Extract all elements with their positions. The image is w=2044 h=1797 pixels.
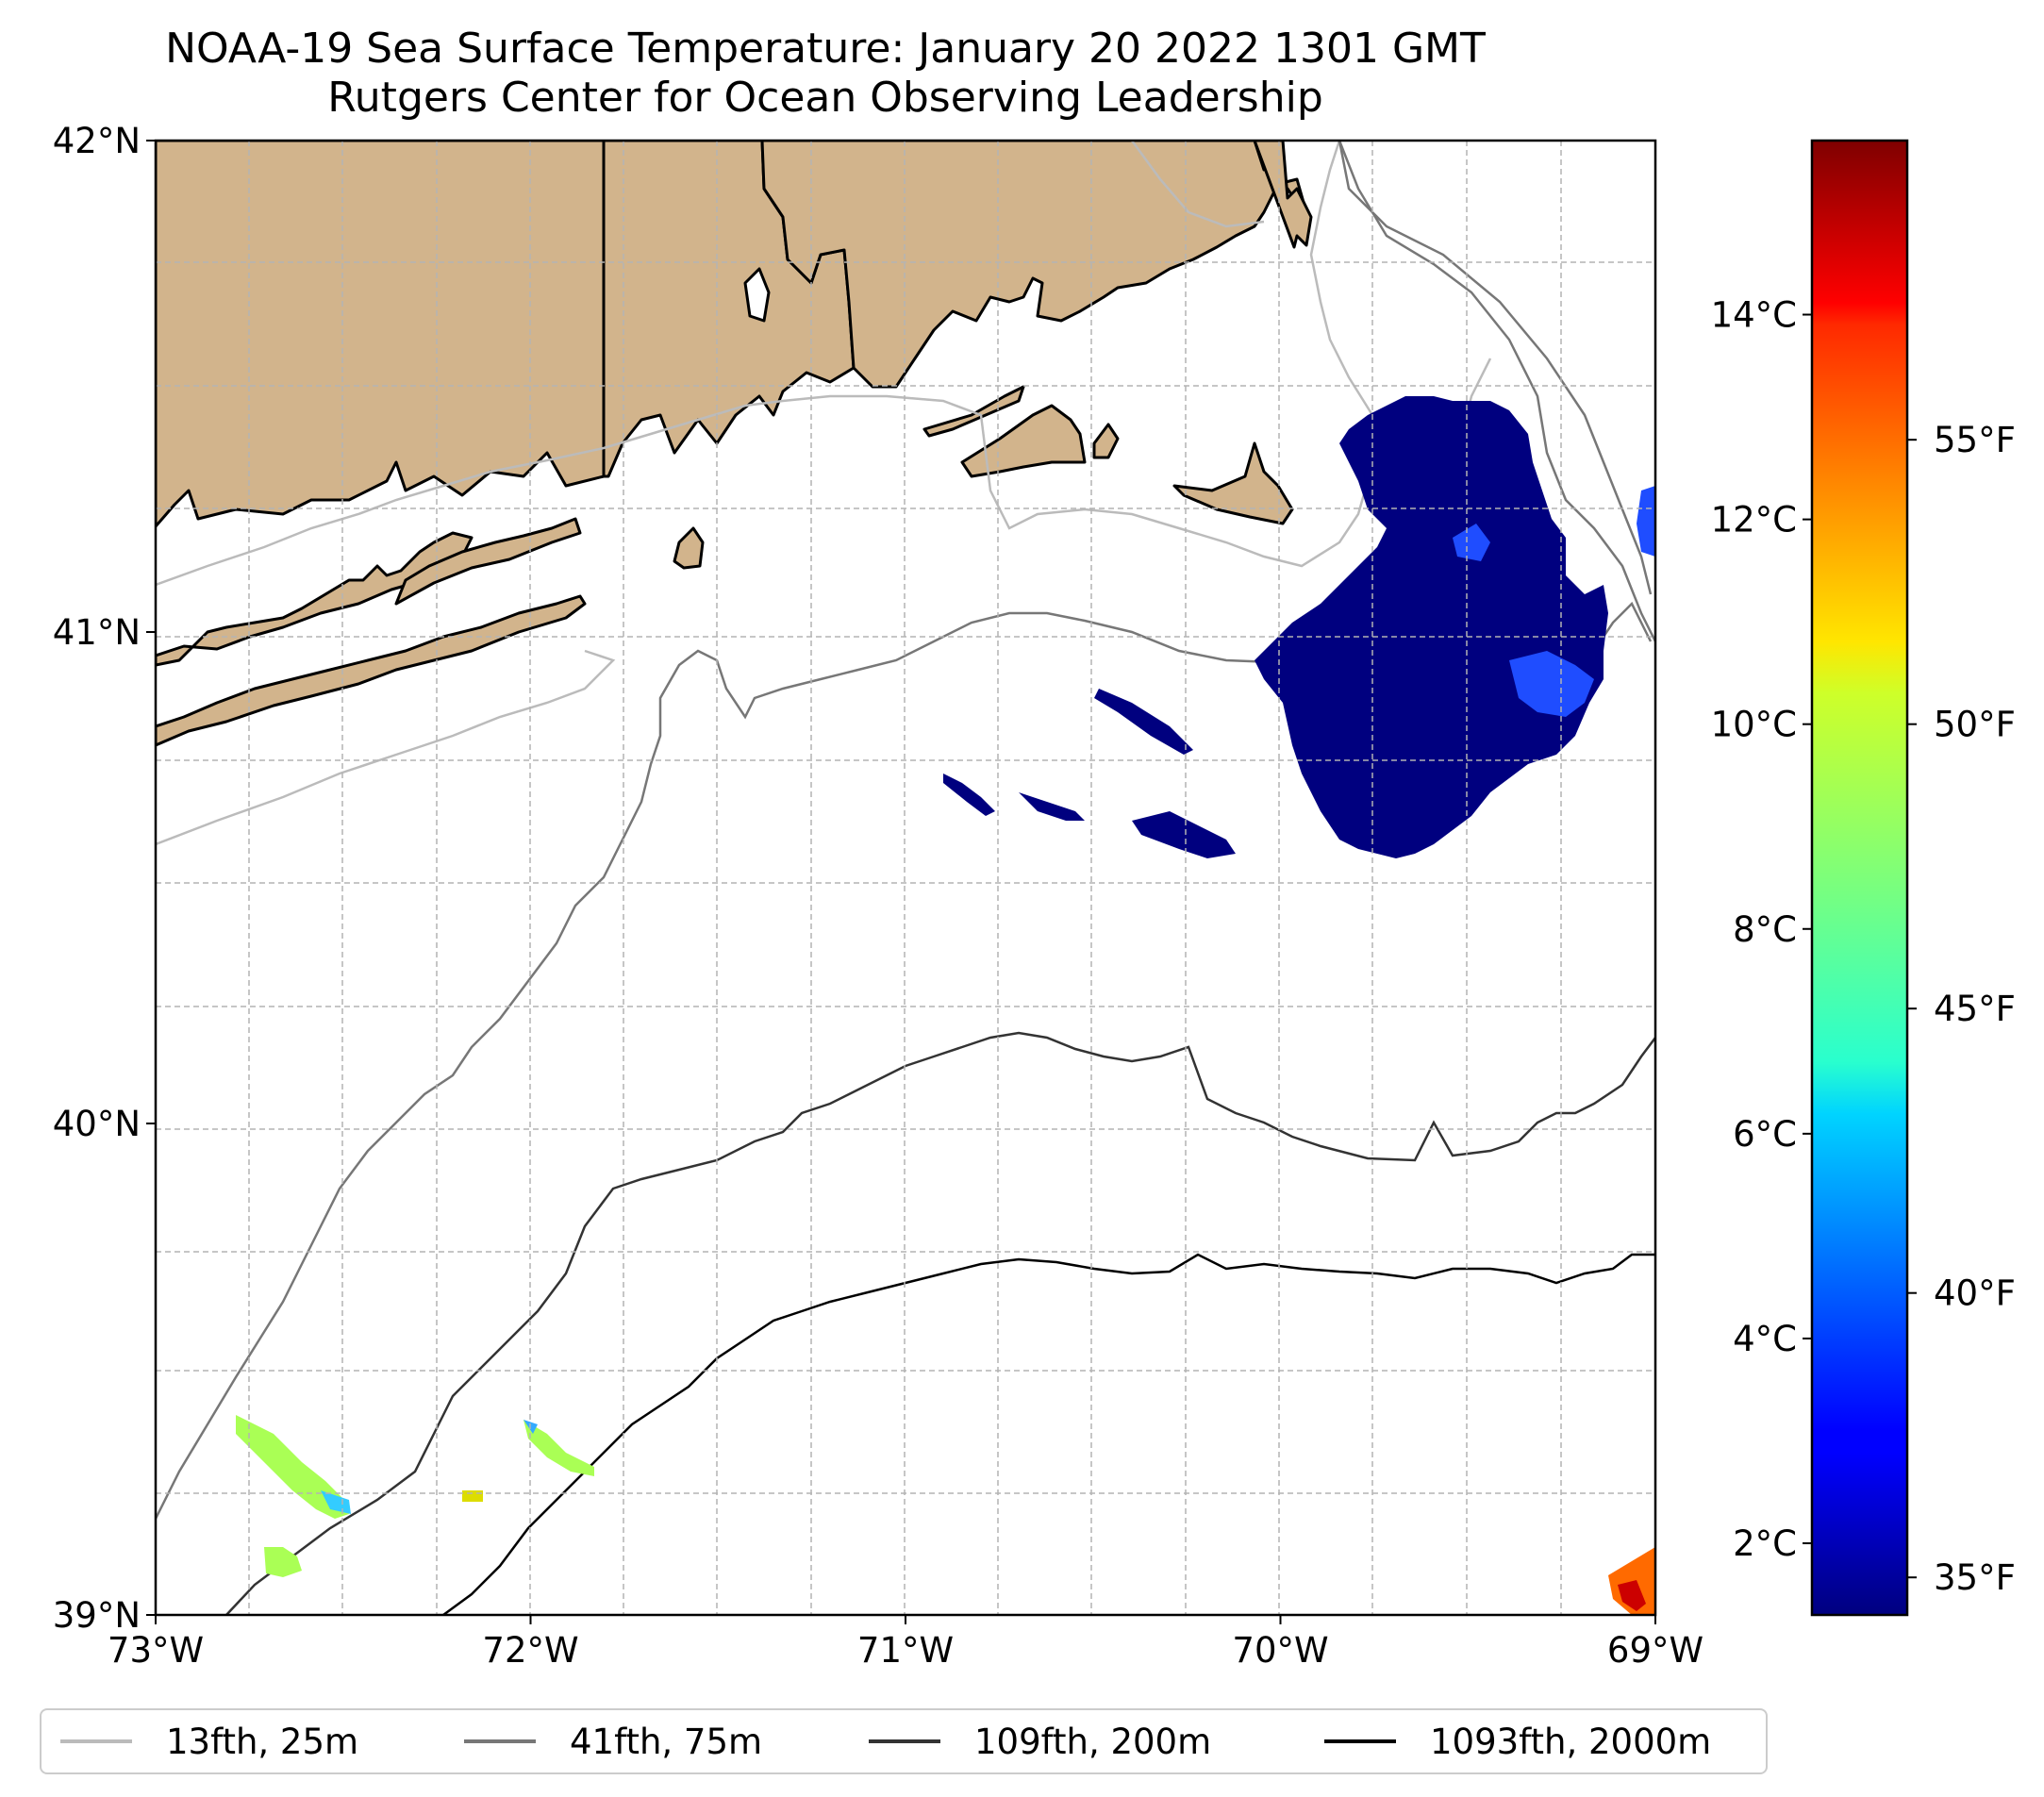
legend-line-25m bbox=[60, 1739, 132, 1743]
longitude-labels: 73°W 72°W 71°W 70°W 69°W bbox=[108, 1630, 1703, 1671]
sst-cold-streak-2 bbox=[1132, 811, 1236, 858]
cape-cod-land bbox=[1253, 141, 1313, 249]
colorbar-c-label: 10°C bbox=[1711, 705, 1797, 745]
sst-warm-spot-1 bbox=[1453, 524, 1490, 561]
colorbar-c-label: 4°C bbox=[1733, 1319, 1797, 1359]
connecticut-land bbox=[156, 141, 606, 528]
sst-cold-patch-east bbox=[1637, 486, 1655, 557]
sst-yellow-spot bbox=[462, 1490, 483, 1502]
legend-label-200m: 109fth, 200m bbox=[974, 1721, 1212, 1762]
map-subtitle: Rutgers Center for Ocean Observing Leade… bbox=[327, 74, 1323, 122]
lat-tick-label: 42°N bbox=[53, 121, 141, 161]
land bbox=[156, 141, 1313, 747]
long-island-fork bbox=[394, 517, 582, 606]
colorbar-c-label: 2°C bbox=[1733, 1523, 1797, 1564]
block-island-land bbox=[673, 526, 705, 570]
legend-entry-25m: 13fth, 25m bbox=[60, 1710, 358, 1772]
sst-cold-patch-main bbox=[1255, 396, 1608, 858]
legend-label-75m: 41fth, 75m bbox=[570, 1721, 763, 1762]
colorbar-f-label: 40°F bbox=[1934, 1273, 2016, 1314]
lat-tick-label: 40°N bbox=[53, 1104, 141, 1144]
marthas-vineyard-land bbox=[960, 404, 1087, 478]
narragansett-island bbox=[743, 267, 771, 323]
sst-cyan-edge-1 bbox=[321, 1490, 351, 1514]
legend-label-25m: 13fth, 25m bbox=[166, 1721, 359, 1762]
lon-tick-label: 70°W bbox=[1232, 1630, 1328, 1671]
lon-tick-label: 73°W bbox=[108, 1630, 204, 1671]
colorbar bbox=[1810, 139, 1909, 1617]
legend-entry-75m: 41fth, 75m bbox=[464, 1710, 762, 1772]
sst-green-patch-2 bbox=[264, 1547, 302, 1577]
colorbar-c-label: 8°C bbox=[1733, 909, 1797, 950]
contour-legend: 13fth, 25m 41fth, 75m 109fth, 200m 1093f… bbox=[40, 1708, 1768, 1774]
sst-green-patch-3 bbox=[523, 1420, 594, 1476]
nantucket-land bbox=[1172, 441, 1294, 525]
legend-line-75m bbox=[464, 1739, 536, 1743]
elizabeth-islands-land bbox=[922, 385, 1025, 438]
bathymetry-200m bbox=[225, 1031, 1655, 1615]
long-island-land bbox=[156, 531, 474, 667]
colorbar-c-label: 14°C bbox=[1711, 295, 1797, 336]
map-content bbox=[156, 141, 1655, 1615]
colorbar-f-label: 45°F bbox=[1934, 989, 2016, 1029]
latitude-labels: 42°N 41°N 40°N 39°N bbox=[53, 121, 141, 1636]
map-title: NOAA-19 Sea Surface Temperature: January… bbox=[165, 25, 1486, 73]
sst-cold-streak-1 bbox=[1094, 689, 1193, 755]
legend-entry-2000m: 1093fth, 2000m bbox=[1324, 1710, 1711, 1772]
axis-ticks bbox=[146, 140, 1656, 1624]
colorbar-c-label: 12°C bbox=[1711, 500, 1797, 541]
sst-hot-corner bbox=[1618, 1580, 1646, 1611]
grid-lines bbox=[156, 141, 1655, 1615]
bathymetry-2000m bbox=[442, 1253, 1655, 1615]
lat-tick-label: 39°N bbox=[53, 1595, 141, 1636]
legend-line-200m bbox=[869, 1739, 940, 1743]
legend-line-2000m bbox=[1324, 1739, 1396, 1743]
colorbar-f-label: 55°F bbox=[1934, 420, 2016, 460]
colorbar-fahrenheit-ticks: 35°F 40°F 45°F 50°F 55°F bbox=[1907, 420, 2016, 1598]
sst-warm-spot-2 bbox=[1509, 651, 1594, 717]
lon-tick-label: 72°W bbox=[482, 1630, 578, 1671]
legend-label-2000m: 1093fth, 2000m bbox=[1430, 1721, 1712, 1762]
colorbar-c-label: 6°C bbox=[1733, 1114, 1797, 1155]
legend-entry-200m: 109fth, 200m bbox=[869, 1710, 1211, 1772]
lon-tick-label: 71°W bbox=[857, 1630, 954, 1671]
colorbar-f-label: 35°F bbox=[1934, 1557, 2016, 1598]
chappaquiddick-land bbox=[1092, 423, 1120, 459]
colorbar-celsius-ticks: 2°C 4°C 6°C 8°C 10°C 12°C 14°C bbox=[1711, 295, 1812, 1564]
lat-tick-label: 41°N bbox=[53, 612, 141, 653]
long-island-south bbox=[156, 594, 587, 747]
lon-tick-label: 69°W bbox=[1607, 1630, 1703, 1671]
sst-cold-streak-4 bbox=[1019, 792, 1085, 821]
sst-cold-streak-3 bbox=[943, 774, 995, 816]
colorbar-f-label: 50°F bbox=[1934, 705, 2016, 745]
